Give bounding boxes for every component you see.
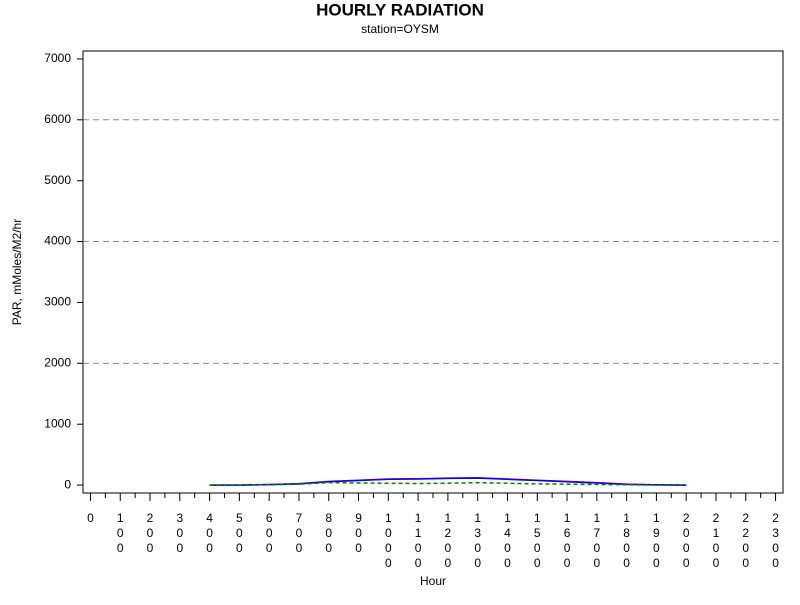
y-tick-label: 6000: [44, 112, 71, 126]
x-tick-label: 0: [87, 511, 94, 525]
y-tick-label: 0: [64, 477, 71, 491]
y-tick-label: 2000: [44, 355, 71, 369]
chart-subtitle: station=OYSM: [361, 22, 439, 36]
plot-frame: [82, 50, 784, 494]
chart-title: HOURLY RADIATION: [316, 0, 484, 19]
y-tick-label: 7000: [44, 51, 71, 65]
series-line: [209, 481, 687, 486]
y-axis-label: PAR, mMoles/M2/hr: [10, 219, 24, 325]
y-tick-label: 1000: [44, 416, 71, 430]
y-tick-label: 4000: [44, 234, 71, 248]
y-tick-label: 5000: [44, 173, 71, 187]
y-tick-label: 3000: [44, 295, 71, 309]
x-axis-label: Hour: [420, 574, 446, 588]
